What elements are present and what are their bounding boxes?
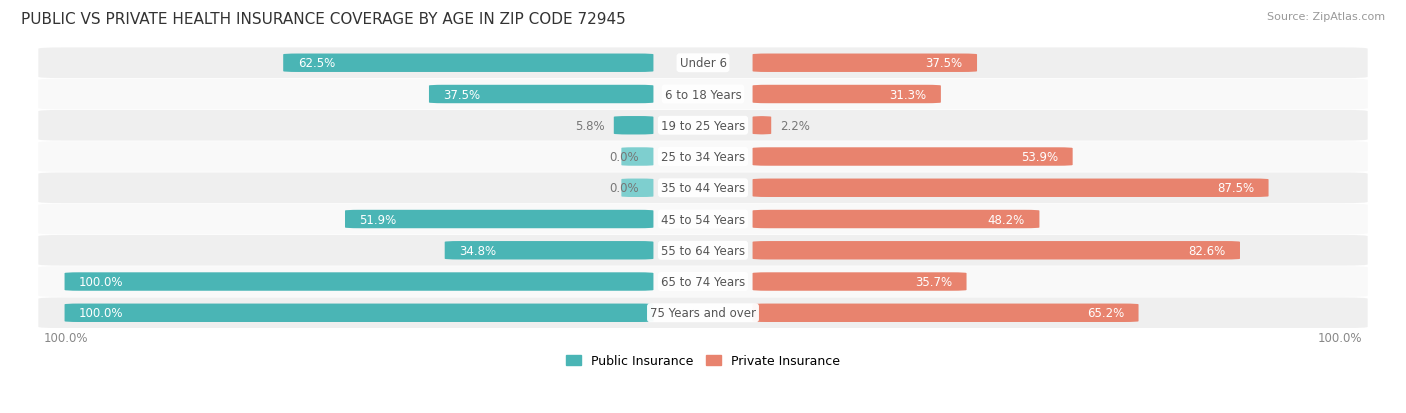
FancyBboxPatch shape (752, 55, 977, 73)
Text: PUBLIC VS PRIVATE HEALTH INSURANCE COVERAGE BY AGE IN ZIP CODE 72945: PUBLIC VS PRIVATE HEALTH INSURANCE COVER… (21, 12, 626, 27)
Text: 55 to 64 Years: 55 to 64 Years (661, 244, 745, 257)
Text: Under 6: Under 6 (679, 57, 727, 70)
Text: 0.0%: 0.0% (609, 151, 638, 164)
Text: 75 Years and over: 75 Years and over (650, 306, 756, 320)
Text: 19 to 25 Years: 19 to 25 Years (661, 119, 745, 133)
Text: 51.9%: 51.9% (360, 213, 396, 226)
Text: 2.2%: 2.2% (780, 119, 810, 133)
Text: 62.5%: 62.5% (298, 57, 335, 70)
Text: 65.2%: 65.2% (1087, 306, 1123, 320)
FancyBboxPatch shape (38, 266, 1368, 297)
Text: 37.5%: 37.5% (925, 57, 963, 70)
Text: 0.0%: 0.0% (609, 182, 638, 195)
FancyBboxPatch shape (344, 210, 654, 229)
Text: 48.2%: 48.2% (987, 213, 1025, 226)
FancyBboxPatch shape (752, 242, 1240, 260)
Text: 100.0%: 100.0% (79, 275, 124, 288)
FancyBboxPatch shape (283, 55, 654, 73)
FancyBboxPatch shape (752, 210, 1039, 229)
Text: 35 to 44 Years: 35 to 44 Years (661, 182, 745, 195)
FancyBboxPatch shape (614, 117, 654, 135)
FancyBboxPatch shape (38, 142, 1368, 172)
Legend: Public Insurance, Private Insurance: Public Insurance, Private Insurance (567, 354, 839, 367)
FancyBboxPatch shape (752, 85, 941, 104)
Text: 82.6%: 82.6% (1188, 244, 1226, 257)
Text: 100.0%: 100.0% (79, 306, 124, 320)
Text: 25 to 34 Years: 25 to 34 Years (661, 151, 745, 164)
FancyBboxPatch shape (444, 242, 654, 260)
Text: 53.9%: 53.9% (1021, 151, 1059, 164)
FancyBboxPatch shape (38, 204, 1368, 235)
FancyBboxPatch shape (752, 148, 1073, 166)
FancyBboxPatch shape (38, 298, 1368, 328)
Text: 6 to 18 Years: 6 to 18 Years (665, 88, 741, 101)
FancyBboxPatch shape (65, 304, 654, 322)
FancyBboxPatch shape (38, 173, 1368, 204)
Text: 45 to 54 Years: 45 to 54 Years (661, 213, 745, 226)
FancyBboxPatch shape (38, 235, 1368, 266)
Text: 5.8%: 5.8% (575, 119, 605, 133)
Text: Source: ZipAtlas.com: Source: ZipAtlas.com (1267, 12, 1385, 22)
Text: 87.5%: 87.5% (1216, 182, 1254, 195)
FancyBboxPatch shape (429, 85, 654, 104)
Text: 100.0%: 100.0% (44, 331, 89, 344)
Text: 65 to 74 Years: 65 to 74 Years (661, 275, 745, 288)
Text: 100.0%: 100.0% (1317, 331, 1362, 344)
FancyBboxPatch shape (38, 79, 1368, 110)
Text: 35.7%: 35.7% (915, 275, 952, 288)
FancyBboxPatch shape (752, 179, 1268, 197)
Text: 31.3%: 31.3% (889, 88, 927, 101)
Text: 37.5%: 37.5% (443, 88, 481, 101)
FancyBboxPatch shape (621, 179, 654, 197)
FancyBboxPatch shape (38, 111, 1368, 141)
FancyBboxPatch shape (38, 48, 1368, 79)
FancyBboxPatch shape (621, 148, 654, 166)
FancyBboxPatch shape (752, 273, 966, 291)
FancyBboxPatch shape (752, 117, 772, 135)
Text: 34.8%: 34.8% (460, 244, 496, 257)
FancyBboxPatch shape (752, 304, 1139, 322)
FancyBboxPatch shape (65, 273, 654, 291)
